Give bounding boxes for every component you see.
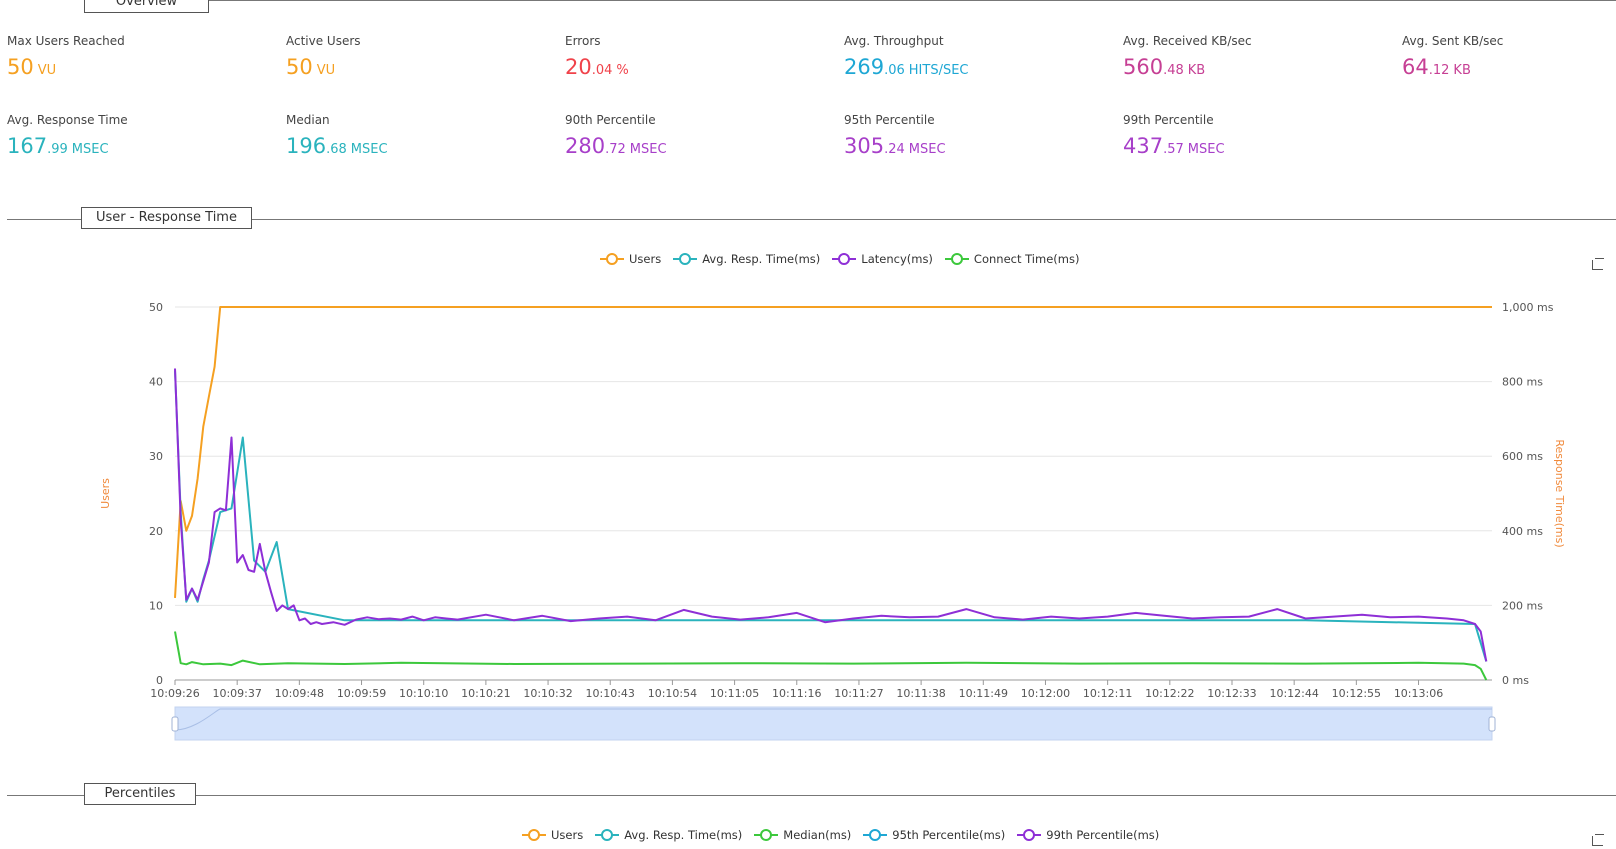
x-tick-label: 10:10:32 <box>523 687 572 700</box>
y-left-tick-label: 10 <box>149 599 163 612</box>
percentiles-section-rule <box>7 795 1616 796</box>
x-tick-label: 10:12:55 <box>1332 687 1381 700</box>
y-left-axis-title: Users <box>99 478 112 509</box>
x-tick-label: 10:12:33 <box>1207 687 1256 700</box>
x-tick-label: 10:12:00 <box>1021 687 1070 700</box>
x-tick-label: 10:11:27 <box>834 687 883 700</box>
x-tick-label: 10:09:59 <box>337 687 386 700</box>
x-tick-label: 10:13:06 <box>1394 687 1443 700</box>
zoom-window <box>175 707 1492 740</box>
legend-label: Users <box>551 828 583 842</box>
x-tick-label: 10:10:10 <box>399 687 448 700</box>
crop-icon[interactable] <box>1590 833 1604 847</box>
y-right-tick-label: 1,000 ms <box>1502 301 1554 314</box>
chart-zoom-slider <box>172 707 1495 740</box>
x-tick-label: 10:10:43 <box>586 687 635 700</box>
y-left-tick-label: 30 <box>149 450 163 463</box>
chart-series <box>175 307 1492 680</box>
x-tick-label: 10:11:38 <box>896 687 945 700</box>
y-left-tick-label: 40 <box>149 376 163 389</box>
chart-grid <box>175 307 1492 680</box>
legend-swatch <box>522 829 546 841</box>
x-tick-label: 10:12:44 <box>1269 687 1318 700</box>
y-left-tick-label: 50 <box>149 301 163 314</box>
chart-axes: 0 0 ms 10 200 ms 20 400 ms 30 600 ms 40 800 ms 50 1… <box>99 301 1566 700</box>
percentiles-legend-item-2[interactable]: Median(ms) <box>754 828 851 842</box>
legend-swatch <box>595 829 619 841</box>
percentiles-legend-item-4[interactable]: 99th Percentile(ms) <box>1017 828 1159 842</box>
series-line-0 <box>175 307 1492 598</box>
y-right-tick-label: 400 ms <box>1502 525 1543 538</box>
x-tick-label: 10:11:49 <box>959 687 1008 700</box>
x-tick-label: 10:11:16 <box>772 687 821 700</box>
x-tick-label: 10:09:48 <box>275 687 324 700</box>
legend-swatch <box>1017 829 1041 841</box>
series-line-3 <box>175 632 1486 681</box>
percentiles-legend: Users Avg. Resp. Time(ms) Median(ms) 95th P… <box>516 828 1165 842</box>
response-time-chart: 0 0 ms 10 200 ms 20 400 ms 30 600 ms 40 800 ms 50 1… <box>0 0 1616 760</box>
percentiles-legend-item-1[interactable]: Avg. Resp. Time(ms) <box>595 828 742 842</box>
x-tick-label: 10:12:22 <box>1145 687 1194 700</box>
legend-label: 95th Percentile(ms) <box>892 828 1005 842</box>
y-right-tick-label: 600 ms <box>1502 450 1543 463</box>
x-tick-label: 10:09:37 <box>212 687 261 700</box>
legend-label: Avg. Resp. Time(ms) <box>624 828 742 842</box>
percentiles-legend-item-0[interactable]: Users <box>522 828 583 842</box>
legend-label: 99th Percentile(ms) <box>1046 828 1159 842</box>
legend-swatch <box>754 829 778 841</box>
y-right-axis-title: Response Time(ms) <box>1553 439 1566 547</box>
y-left-tick-label: 20 <box>149 525 163 538</box>
legend-label: Median(ms) <box>783 828 851 842</box>
series-line-2 <box>175 369 1486 662</box>
y-left-tick-label: 0 <box>156 674 163 687</box>
y-right-tick-label: 0 ms <box>1502 674 1529 687</box>
percentiles-legend-item-3[interactable]: 95th Percentile(ms) <box>863 828 1005 842</box>
x-tick-label: 10:09:26 <box>150 687 199 700</box>
x-tick-label: 10:12:11 <box>1083 687 1132 700</box>
x-tick-label: 10:10:21 <box>461 687 510 700</box>
y-right-tick-label: 800 ms <box>1502 376 1543 389</box>
zoom-handle-right[interactable] <box>1489 717 1495 731</box>
legend-swatch <box>863 829 887 841</box>
y-right-tick-label: 200 ms <box>1502 599 1543 612</box>
zoom-handle-left[interactable] <box>172 717 178 731</box>
percentiles-section-title: Percentiles <box>84 783 196 805</box>
x-tick-label: 10:10:54 <box>648 687 697 700</box>
x-tick-label: 10:11:05 <box>710 687 759 700</box>
